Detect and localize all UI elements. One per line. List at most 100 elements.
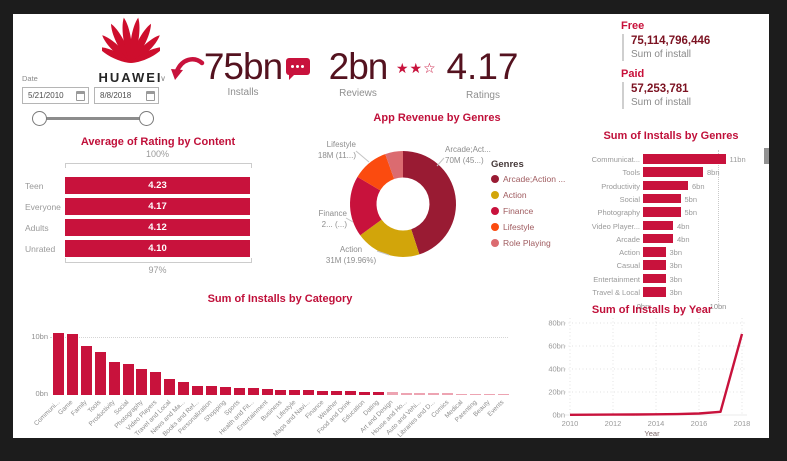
category-chart: 10bn 0bn Communi... Game Family Tools Produc…: [31, 310, 523, 439]
category-label: Video Player...: [591, 221, 640, 231]
category-label: Teen: [25, 181, 44, 191]
category-bar[interactable]: [136, 368, 148, 395]
category-label: Communicat...: [591, 155, 640, 164]
scrollbar-thumb[interactable]: [764, 148, 769, 164]
category-bar[interactable]: [122, 364, 134, 395]
year-line-chart: 0bn 20bn 40bn 60bn 80bn 2010 2012 2014 2016 2018: [548, 318, 750, 428]
category-label: Social: [619, 194, 640, 204]
genre-bar[interactable]: [643, 154, 726, 164]
chevron-down-icon[interactable]: ∨: [160, 74, 166, 83]
legend-item[interactable]: Arcade;Action ...: [491, 174, 606, 186]
genre-bar[interactable]: [643, 207, 681, 217]
donut-slice[interactable]: [403, 151, 457, 255]
category-bar[interactable]: [94, 352, 106, 395]
svg-text:80bn: 80bn: [548, 319, 565, 328]
category-bar[interactable]: [247, 388, 259, 395]
category-bar[interactable]: [331, 390, 342, 395]
category-bar[interactable]: [178, 382, 190, 395]
genre-bar[interactable]: [643, 247, 666, 257]
category-bar[interactable]: [386, 392, 398, 395]
donut-callout-arcade: Arcade;Act... 70M (45...): [445, 145, 491, 165]
donut-slice[interactable]: [360, 219, 420, 258]
slider-handle-start[interactable]: [32, 111, 47, 126]
category-bar[interactable]: [66, 334, 78, 395]
svg-text:2014: 2014: [648, 419, 665, 428]
genre-bar[interactable]: [643, 233, 673, 244]
category-label: Productivity: [601, 181, 640, 191]
svg-text:2016: 2016: [691, 419, 708, 428]
category-bar[interactable]: [344, 391, 356, 395]
genre-bar[interactable]: [643, 273, 666, 284]
genre-bar[interactable]: [643, 220, 673, 230]
legend-item[interactable]: Role Playing: [491, 238, 606, 250]
category-bar[interactable]: [205, 386, 217, 395]
donut-slice[interactable]: [357, 154, 395, 191]
category-ytick-10: 10bn: [31, 332, 48, 341]
install-type-cards: Free 75,114,796,446 Sum of install Paid …: [621, 20, 766, 116]
donut-slice[interactable]: [349, 176, 382, 236]
donut-callout-finance: Finance 2... (...): [318, 209, 347, 229]
category-bar[interactable]: [219, 386, 231, 395]
bar-value-label: 4.12: [148, 222, 167, 233]
svg-text:2010: 2010: [562, 419, 579, 428]
category-bar[interactable]: [358, 391, 370, 395]
category-bar[interactable]: [442, 393, 454, 395]
category-bar[interactable]: [303, 390, 315, 395]
category-bar[interactable]: [372, 392, 384, 395]
legend-item[interactable]: Finance: [491, 206, 606, 218]
rating-bar[interactable]: 4.23: [65, 177, 250, 194]
category-bar[interactable]: [150, 371, 162, 395]
genre-bar[interactable]: [643, 287, 666, 297]
slider-handle-end[interactable]: [139, 111, 154, 126]
category-bar[interactable]: [428, 393, 440, 395]
rating-bar[interactable]: 4.10: [65, 240, 250, 257]
donut-chart: [345, 150, 457, 258]
end-date-value: 8/8/2018: [100, 91, 132, 100]
category-bar[interactable]: [108, 361, 120, 395]
category-bar[interactable]: [470, 393, 481, 395]
paid-card: 57,253,781 Sum of install: [622, 82, 766, 109]
category-bar[interactable]: [456, 393, 468, 395]
legend-item[interactable]: Action: [491, 190, 606, 202]
bar-value-label: 4.17: [148, 201, 167, 212]
legend-item-label: Action: [503, 190, 527, 200]
category-label: Entertainment: [593, 274, 640, 284]
genre-bar[interactable]: [643, 260, 666, 270]
legend-item[interactable]: Lifestyle: [491, 222, 606, 234]
calendar-icon: [146, 91, 155, 101]
genre-bar[interactable]: [643, 180, 688, 191]
legend-swatch: [491, 175, 499, 183]
rating-bar[interactable]: 4.12: [65, 219, 250, 236]
donut-slice[interactable]: [385, 151, 403, 180]
category-bar[interactable]: [289, 390, 301, 395]
category-bar[interactable]: [483, 393, 495, 395]
ratings-kpi-value: 4.17: [446, 46, 519, 87]
genre-bar[interactable]: [643, 167, 703, 177]
stars-icon: ★★☆: [396, 61, 437, 77]
category-bar[interactable]: [233, 388, 245, 395]
category-chart-title: Sum of Installs by Category: [207, 293, 353, 305]
bar-value-label: 5bn: [684, 194, 698, 204]
rating-bar[interactable]: 4.17: [65, 198, 250, 215]
category-bar[interactable]: [261, 389, 273, 395]
category-bar[interactable]: [317, 390, 329, 395]
genre-bar[interactable]: [643, 193, 681, 204]
category-bar[interactable]: [275, 389, 287, 395]
end-date-input[interactable]: 8/8/2018: [94, 87, 159, 104]
category-bar[interactable]: [497, 393, 509, 395]
category-label: Adults: [25, 223, 49, 233]
category-bar[interactable]: [80, 346, 92, 395]
category-bar[interactable]: [53, 332, 64, 395]
bar-value-label: 3bn: [669, 274, 683, 284]
ratings-kpi-label: Ratings: [466, 90, 500, 101]
category-bar[interactable]: [414, 392, 426, 395]
start-date-input[interactable]: 5/21/2010: [22, 87, 89, 104]
donut-chart-title: App Revenue by Genres: [373, 112, 501, 124]
category-bar[interactable]: [400, 392, 412, 395]
bar-value-label: 8bn: [707, 168, 720, 178]
category-bar[interactable]: [192, 385, 203, 395]
huawei-logo-icon: [98, 17, 163, 63]
donut-callout-action: Action 31M (19.96%): [325, 245, 377, 265]
category-bar[interactable]: [164, 378, 176, 395]
rating-bottom-axis-label: 97%: [148, 265, 167, 275]
